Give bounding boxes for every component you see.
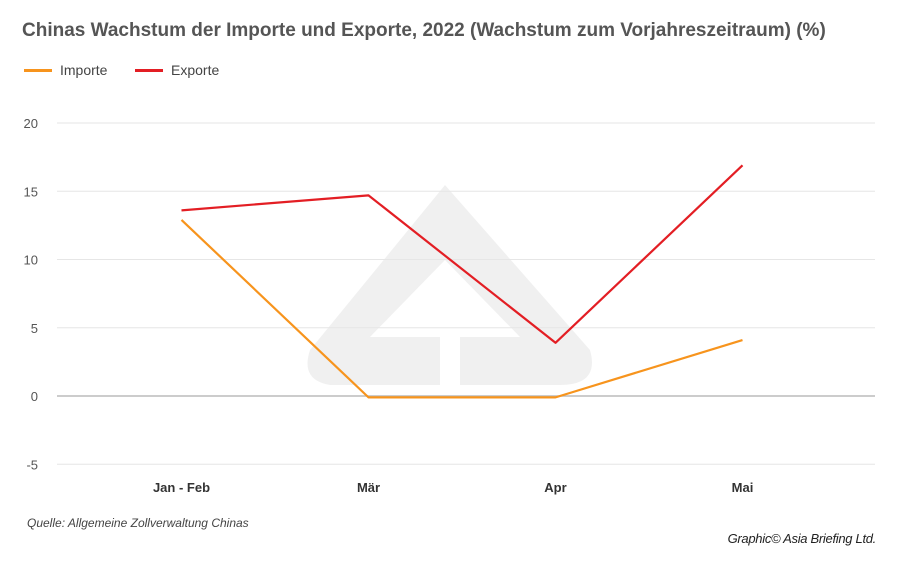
y-tick-label: 0 <box>31 389 38 404</box>
source-note: Quelle: Allgemeine Zollverwaltung Chinas <box>27 516 249 530</box>
series-line-exporte <box>181 164 744 344</box>
chart-title: Chinas Wachstum der Importe und Exporte,… <box>22 20 826 41</box>
x-tick-label: Apr <box>544 480 566 495</box>
y-tick-label: -5 <box>26 457 38 472</box>
series-line-importe <box>180 219 743 399</box>
legend-swatch <box>135 68 163 72</box>
y-tick-label: 10 <box>24 253 38 268</box>
x-tick-label: Mai <box>732 480 754 495</box>
y-tick-label: 15 <box>24 184 38 199</box>
credit-note: Graphic© Asia Briefing Ltd. <box>727 531 877 546</box>
legend-swatch <box>24 68 52 72</box>
x-tick-label: Mär <box>357 480 380 495</box>
legend-item-importe: Importe <box>24 62 107 78</box>
y-tick-label: 20 <box>24 116 38 131</box>
legend-label: Importe <box>60 62 108 78</box>
legend-label: Exporte <box>171 62 220 78</box>
legend-item-exporte: Exporte <box>135 62 219 78</box>
y-tick-label: 5 <box>31 321 38 336</box>
x-tick-label: Jan - Feb <box>153 480 210 495</box>
watermark-logo <box>307 185 592 385</box>
